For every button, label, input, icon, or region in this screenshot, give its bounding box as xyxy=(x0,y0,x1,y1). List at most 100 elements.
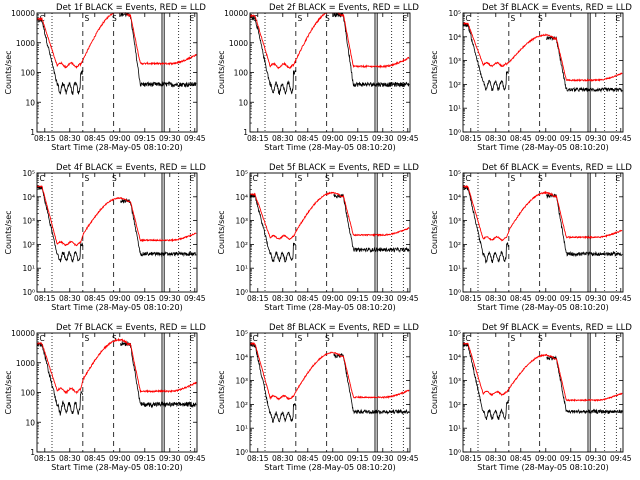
x-tick-label: 09:00 xyxy=(535,454,557,463)
y-tick-label: 10⁰ xyxy=(235,288,248,297)
x-tick-label: 08:15 xyxy=(34,294,56,303)
segment-marker: E xyxy=(190,334,195,343)
y-tick-label: 10⁰ xyxy=(448,448,461,457)
y-axis-label: Counts/sec xyxy=(4,210,13,254)
events-series-line xyxy=(462,342,623,421)
x-tick-label: 09:30 xyxy=(372,454,394,463)
x-tick-label: 09:00 xyxy=(322,294,344,303)
y-tick-label: 10² xyxy=(448,400,461,409)
x-tick-label: 08:15 xyxy=(34,134,56,143)
panel-det-6: Det 6f BLACK = Events, RED = LLD Counts/s… xyxy=(430,163,632,312)
x-tick-label: 09:15 xyxy=(134,294,156,303)
y-axis-label: Counts/sec xyxy=(217,210,226,254)
segment-marker: S xyxy=(511,174,516,183)
x-tick-label: 08:15 xyxy=(460,454,482,463)
y-tick-label: 10¹ xyxy=(448,264,461,273)
segment-marker: C xyxy=(466,14,471,23)
x-tick-label: 08:30 xyxy=(485,294,507,303)
x-tick-label: 09:45 xyxy=(397,294,419,303)
x-axis-label: Start Time (28-May-05 08:10:20) xyxy=(477,143,608,152)
y-tick-label: 10000 xyxy=(11,329,35,338)
panel-det-2: Det 2f BLACK = Events, RED = LLD Counts/s… xyxy=(217,3,419,152)
x-tick-label: 09:15 xyxy=(560,294,582,303)
panel-title: Det 3f BLACK = Events, RED = LLD xyxy=(482,3,632,13)
panel-title: Det 2f BLACK = Events, RED = LLD xyxy=(269,3,419,13)
events-series-line xyxy=(462,22,623,93)
y-tick-label: 10⁵ xyxy=(235,169,248,178)
x-axis-label: Start Time (28-May-05 08:10:20) xyxy=(477,303,608,312)
x-tick-label: 09:15 xyxy=(560,134,582,143)
segment-marker: S xyxy=(112,14,117,23)
panel-title: Det 4f BLACK = Events, RED = LLD xyxy=(56,163,206,173)
x-tick-label: 08:45 xyxy=(510,294,532,303)
panel-det-4: Det 4f BLACK = Events, RED = LLD Counts/s… xyxy=(4,163,206,312)
panel-title: Det 9f BLACK = Events, RED = LLD xyxy=(482,323,632,333)
segment-marker: E xyxy=(616,334,621,343)
events-series-line xyxy=(462,184,623,264)
x-tick-label: 08:30 xyxy=(272,454,294,463)
y-axis-label: Counts/sec xyxy=(430,370,439,414)
segment-marker: S xyxy=(112,174,117,183)
y-tick-label: 10⁵ xyxy=(448,329,461,338)
segment-marker: E xyxy=(403,334,408,343)
panel-title: Det 5f BLACK = Events, RED = LLD xyxy=(269,163,419,173)
lld-series-line xyxy=(462,22,623,83)
panel-det-5: Det 5f BLACK = Events, RED = LLD Counts/s… xyxy=(217,163,419,312)
x-axis-label: Start Time (28-May-05 08:10:20) xyxy=(264,463,395,472)
y-tick-label: 10² xyxy=(448,80,461,89)
x-tick-label: 09:00 xyxy=(322,454,344,463)
x-tick-label: 08:30 xyxy=(485,134,507,143)
plot-frame xyxy=(249,172,411,293)
x-tick-label: 09:00 xyxy=(109,134,131,143)
x-tick-label: 09:00 xyxy=(322,134,344,143)
y-tick-label: 10⁵ xyxy=(448,9,461,18)
segment-marker: S xyxy=(325,14,330,23)
events-series-line xyxy=(249,12,410,95)
y-tick-label: 10³ xyxy=(235,377,248,386)
x-tick-label: 09:30 xyxy=(159,454,181,463)
segment-marker: C xyxy=(466,334,471,343)
x-tick-label: 09:00 xyxy=(109,294,131,303)
plot-frame xyxy=(462,172,624,293)
y-axis-label: Counts/sec xyxy=(430,210,439,254)
plot-frame xyxy=(462,12,624,133)
x-tick-label: 09:30 xyxy=(159,294,181,303)
x-tick-label: 08:15 xyxy=(460,134,482,143)
y-tick-label: 10⁰ xyxy=(448,128,461,137)
y-tick-label: 10¹ xyxy=(235,424,248,433)
y-axis-label: Counts/sec xyxy=(4,50,13,94)
segment-marker: E xyxy=(403,174,408,183)
segment-marker: S xyxy=(325,334,330,343)
segment-marker: E xyxy=(190,14,195,23)
segment-marker: S xyxy=(298,14,303,23)
x-tick-label: 08:30 xyxy=(272,134,294,143)
x-axis-label: Start Time (28-May-05 08:10:20) xyxy=(477,463,608,472)
y-tick-label: 1 xyxy=(30,128,35,137)
segment-marker: E xyxy=(616,174,621,183)
y-tick-label: 10⁵ xyxy=(235,329,248,338)
x-tick-label: 09:15 xyxy=(347,134,369,143)
segment-marker: E xyxy=(403,14,408,23)
x-tick-label: 09:30 xyxy=(159,134,181,143)
x-axis-label: Start Time (28-May-05 08:10:20) xyxy=(51,143,182,152)
plot-frame xyxy=(36,332,198,453)
events-series-line xyxy=(36,11,197,96)
x-axis-label: Start Time (28-May-05 08:10:20) xyxy=(264,143,395,152)
x-tick-label: 09:30 xyxy=(585,134,607,143)
segment-marker: E xyxy=(616,14,621,23)
x-tick-label: 08:45 xyxy=(84,294,106,303)
segment-marker: S xyxy=(538,334,543,343)
segment-marker: S xyxy=(511,334,516,343)
y-tick-label: 10000 xyxy=(224,9,248,18)
segment-marker: S xyxy=(85,334,90,343)
y-tick-label: 10³ xyxy=(448,377,461,386)
y-tick-label: 10³ xyxy=(235,217,248,226)
y-tick-label: 1 xyxy=(30,448,35,457)
x-tick-label: 09:30 xyxy=(585,294,607,303)
segment-marker: S xyxy=(511,14,516,23)
panel-det-1: Det 1f BLACK = Events, RED = LLD Counts/s… xyxy=(4,3,206,152)
events-series-line xyxy=(249,342,410,423)
y-tick-label: 10 xyxy=(25,98,35,107)
x-tick-label: 09:15 xyxy=(134,134,156,143)
x-tick-label: 08:15 xyxy=(247,294,269,303)
